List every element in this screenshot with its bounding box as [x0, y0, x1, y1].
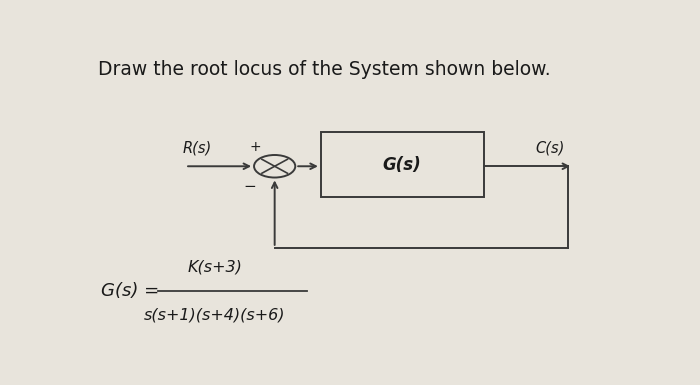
Circle shape: [254, 155, 295, 177]
Text: R(s): R(s): [183, 141, 211, 156]
Text: C(s): C(s): [536, 141, 565, 156]
Text: K(s+3): K(s+3): [188, 259, 242, 275]
Text: G(s): G(s): [383, 156, 421, 174]
Text: s(s+1)(s+4)(s+6): s(s+1)(s+4)(s+6): [144, 307, 286, 322]
Bar: [321, 132, 484, 198]
Text: G(s) =: G(s) =: [101, 282, 160, 300]
Text: Draw the root locus of the System shown below.: Draw the root locus of the System shown …: [98, 60, 551, 79]
Text: +: +: [249, 139, 261, 154]
Text: −: −: [244, 179, 256, 194]
